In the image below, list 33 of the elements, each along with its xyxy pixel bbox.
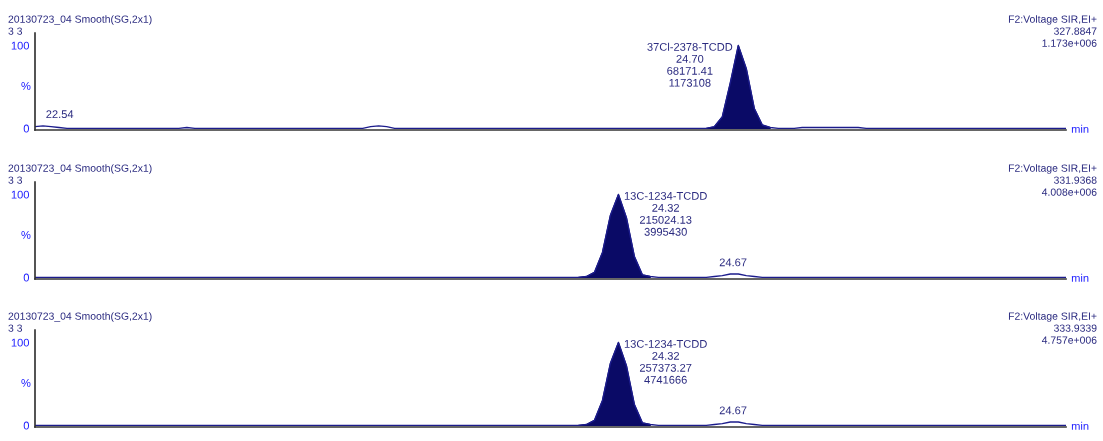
chart-title: 20130723_04 Smooth(SG,2x1) — [8, 312, 152, 322]
annotation: 333.9339 — [1053, 324, 1097, 332]
text: F2:Voltage SIR,EI+ — [1008, 312, 1097, 322]
annotation: 331.9368 — [1053, 176, 1097, 184]
y-axis-title: % — [21, 231, 31, 239]
annotation: 1.173e+006 — [1042, 39, 1097, 47]
y-tick-label: 100 — [11, 190, 30, 199]
annotation: 37Cl-2378-TCDD 24.70 68171.41 1173108 — [647, 42, 733, 87]
x-axis-title: min — [1071, 421, 1089, 430]
y-tick-label: 100 — [11, 41, 30, 50]
text: F2:Voltage SIR,EI+ — [1008, 15, 1097, 25]
y-tick-label: 100 — [11, 338, 30, 347]
annotation: 13C-1234-TCDD 24.32 257373.27 4741666 — [624, 339, 707, 384]
annotation: 13C-1234-TCDD 24.32 215024.13 3995430 — [624, 191, 707, 236]
chart-subtitle: 3 3 — [8, 27, 23, 35]
chart-subtitle: 3 3 — [8, 176, 23, 184]
text: F2:Voltage SIR,EI+ — [1008, 164, 1097, 174]
y-tick-label: 0 — [23, 124, 30, 133]
x-axis-title: min — [1071, 273, 1089, 282]
chart-subtitle: 3 3 — [8, 324, 23, 332]
x-axis-title: min — [1071, 124, 1089, 133]
annotation: 327.8847 — [1053, 27, 1097, 35]
annotation: 22.54 — [46, 110, 74, 119]
y-tick-label: 0 — [23, 273, 30, 282]
y-axis-title: % — [21, 82, 31, 90]
y-axis-title: % — [21, 379, 31, 387]
y-tick-label: 0 — [23, 421, 30, 430]
annotation: 24.67 — [719, 406, 747, 415]
annotation: 24.67 — [719, 258, 747, 267]
annotation: 4.757e+006 — [1041, 336, 1097, 344]
chart-title: 20130723_04 Smooth(SG,2x1) — [8, 15, 152, 25]
annotation: 4.008e+006 — [1041, 188, 1097, 196]
chart-title: 20130723_04 Smooth(SG,2x1) — [8, 164, 152, 174]
